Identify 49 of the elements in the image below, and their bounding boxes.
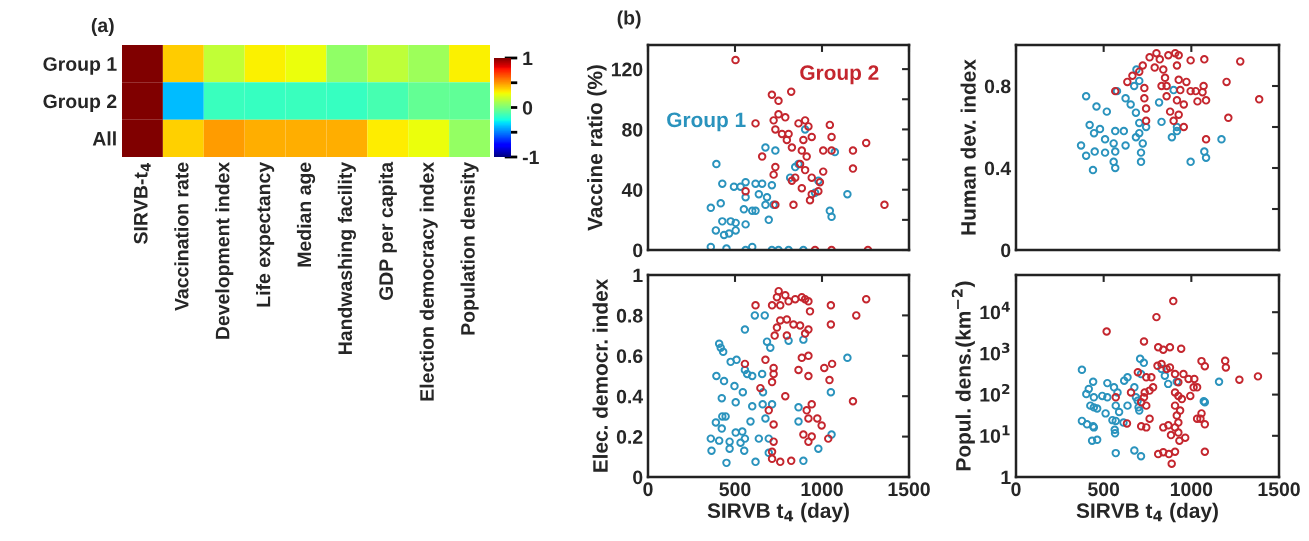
x-tick-label: Handwashing facility <box>337 161 356 354</box>
y-tick-label: 1 <box>1001 470 1011 485</box>
x-tick-label: Vaccination rate <box>174 162 189 311</box>
y-tick-label: 10$^{1}$ <box>980 425 1010 443</box>
y-tick-label: Group 2 <box>43 94 117 113</box>
y-tick-label: 1 <box>633 268 643 283</box>
y-tick-label: 10$^{4}$ <box>980 301 1010 320</box>
y-axis-title: Human dev. index <box>960 59 976 235</box>
x-tick-label: SIRVB-t$_{4}$ <box>133 163 151 244</box>
x-tick-label: 1500 <box>888 482 930 497</box>
y-tick-label: 0.4 <box>984 161 1012 176</box>
x-tick-label: Population density <box>460 161 479 335</box>
text: (a) <box>91 17 114 37</box>
text: (b) <box>617 10 641 29</box>
x-tick-label: Election democracy index <box>419 161 438 401</box>
series-label: Group 1 <box>667 112 746 132</box>
y-axis-title: Popul. dens.(km$^{−2}$) <box>951 281 975 471</box>
y-tick-label: 120 <box>611 62 643 77</box>
x-tick-label: Development index <box>215 161 234 339</box>
y-tick-label: 0.8 <box>616 308 643 323</box>
color-bar-label: 0 <box>522 100 533 115</box>
y-tick-label: 80 <box>622 122 643 137</box>
y-tick-label: 40 <box>621 183 643 197</box>
y-axis-title: Vaccine ratio (%) <box>587 65 607 231</box>
x-tick-label: 1000 <box>1170 482 1213 497</box>
y-tick-label: Group 1 <box>43 57 117 75</box>
y-tick-label: 0.2 <box>616 430 643 444</box>
x-tick-label: 0 <box>1011 482 1021 497</box>
x-tick-label: 500 <box>719 482 751 497</box>
x-tick-label: Life expectancy <box>256 161 275 307</box>
y-tick-label: 0.8 <box>984 79 1011 94</box>
y-tick-label: 10$^{3}$ <box>980 342 1010 361</box>
x-tick-label: GDP per capita <box>378 161 397 301</box>
y-tick-label: All <box>92 131 116 146</box>
color-bar-label: 1 <box>523 51 533 66</box>
y-tick-label: 0.6 <box>616 349 643 364</box>
x-tick-label: 1500 <box>1258 482 1300 497</box>
y-tick-label: 10$^{2}$ <box>980 383 1010 402</box>
y-tick-label: 0 <box>633 470 643 485</box>
x-tick-label: 0 <box>643 482 653 497</box>
x-axis-title: SIRVB t$_{4}$ (day) <box>707 502 849 523</box>
x-tick-label: 1000 <box>801 482 843 497</box>
y-tick-label: 0.4 <box>616 389 644 404</box>
series-label: Group 2 <box>800 65 879 85</box>
color-bar-label: -1 <box>522 150 539 165</box>
x-tick-label: Median age <box>296 162 316 267</box>
x-axis-title: SIRVB t$_{4}$ (day) <box>1076 502 1218 523</box>
x-tick-label: 500 <box>1088 482 1120 497</box>
y-axis-title: Elec. democr. index <box>592 278 608 472</box>
